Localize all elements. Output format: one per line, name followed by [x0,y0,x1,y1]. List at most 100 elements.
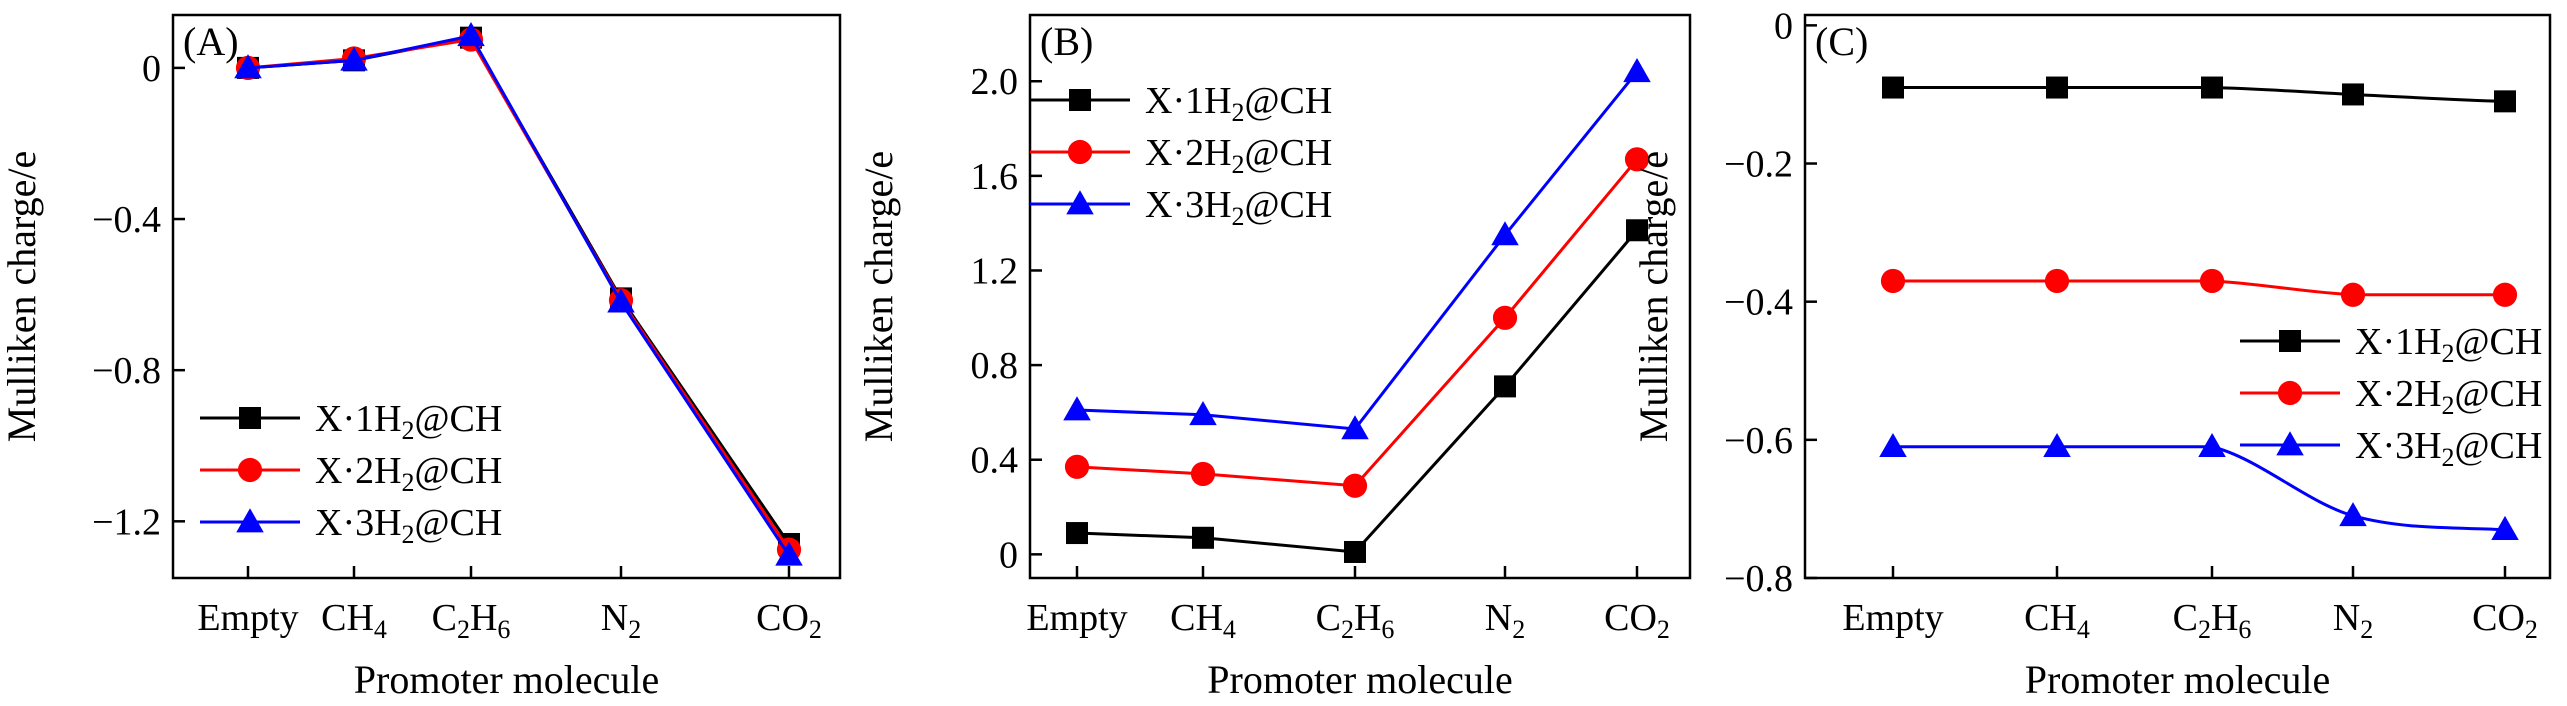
x-tick-base: N [1485,597,1512,639]
legend-marker [1066,190,1094,215]
legend-label-subscript: 2 [1232,150,1245,179]
legend-label-text: @CH [1245,132,1333,174]
x-tick-label: N2 [2333,597,2373,644]
legend-label: X·2H2@CH [2355,373,2542,420]
x-tick-base: Empty [1842,597,1943,639]
legend-label-subscript: 2 [1232,98,1245,127]
data-point [1063,396,1091,421]
series-2 [1064,147,1650,498]
legend-label-text: @CH [415,502,503,544]
data-point [1492,305,1518,330]
panel-label: (A) [183,19,239,64]
y-tick-label: −0.6 [1724,420,1793,462]
x-tick-base: N [2333,597,2360,639]
legend-label-text: @CH [415,450,503,492]
x-tick-subscript: 2 [2525,615,2538,644]
x-tick-base: CH [2024,597,2077,639]
y-axis-title: Mulliken charge/e [0,151,44,442]
legend-marker [2279,330,2301,352]
data-point [1624,147,1650,172]
series-2 [1880,268,2518,307]
x-tick-subscript: 2 [628,615,641,644]
legend-label-text: X·3H [315,502,402,544]
data-point [1066,522,1088,545]
data-point [2340,282,2366,307]
legend-label-text: @CH [415,398,503,440]
x-tick-label: N2 [1485,597,1525,644]
legend-label: X·1H2@CH [315,398,502,445]
data-point [234,54,262,79]
data-point [2201,76,2223,99]
data-point [1879,432,1907,458]
x-tick-base: C [432,597,457,639]
legend-label-text: @CH [2455,373,2543,415]
x-tick-subscript: 2 [809,615,822,644]
y-tick-label: −0.8 [92,350,161,392]
legend-marker [236,508,264,533]
series-1 [1882,76,2516,113]
data-point [1623,58,1651,83]
plot-frame [171,13,842,580]
x-tick-label: C2H6 [2173,597,2252,644]
x-axis-title: Promoter molecule [354,657,659,702]
series-3 [234,22,803,566]
data-point [2494,90,2516,113]
data-point [2198,432,2226,458]
x-tick-label: C2H6 [432,597,511,644]
legend-label: X·2H2@CH [1145,132,1332,179]
data-point [2046,76,2068,99]
data-point [1344,540,1366,563]
x-tick-base: CO [756,597,809,639]
x-tick-label: CH4 [2024,597,2090,644]
data-point [1626,219,1648,242]
data-point [775,541,803,566]
legend: X·1H2@CHX·2H2@CHX·3H2@CH [200,398,502,549]
legend-label-text: X·1H [2355,321,2442,363]
y-tick-label: 0 [1774,5,1793,47]
data-point [457,22,485,47]
x-tick-subscript: 2 [1341,615,1354,644]
legend-label-subscript: 2 [2442,443,2455,472]
x-tick-base: CO [2472,597,2525,639]
series-line [1893,86,2506,103]
x-tick-label: Empty [1842,597,1943,639]
x-tick-subscript: 2 [2198,615,2211,644]
panel-label: (B) [1040,19,1093,64]
legend: X·1H2@CH X·2H2@CH X·3H2@CH [1030,80,1332,231]
panel-label: (C) [1815,19,1868,64]
legend-label: X·3H2@CH [2355,425,2542,472]
legend-marker [1069,89,1091,111]
x-tick-base: C [1316,597,1341,639]
y-tick-label: −0.4 [1724,282,1793,324]
legend-label: X·1H2@CH [2355,321,2542,368]
legend-label-subscript: 2 [402,468,415,497]
x-tick-subscript: 2 [457,615,470,644]
plot-frame [1028,13,1692,580]
x-tick-subscript: 4 [2077,615,2090,644]
x-tick-label: Empty [1026,597,1127,639]
data-point [1064,454,1090,479]
data-point [1882,76,1904,99]
legend-label-subscript: 2 [1232,202,1245,231]
y-tick-label: −0.2 [1724,144,1793,186]
y-tick-label: −1.2 [92,501,161,543]
legend-label: X·3H2@CH [1145,184,1332,231]
legend-label: X·1H2@CH [1145,80,1332,127]
x-tick-label: CO2 [756,597,822,644]
x-axis-title: Promoter molecule [2025,657,2330,702]
legend-label: X·2H2@CH [315,450,502,497]
x-tick-label: Empty [197,597,298,639]
data-point [2044,268,2070,294]
x-tick-label: CO2 [1604,597,1670,644]
legend-label-subscript: 2 [402,520,415,549]
x-tick-subscript: 2 [1512,615,1525,644]
x-axis-title: Promoter molecule [1207,657,1512,702]
data-point [1192,526,1214,549]
x-tick-subscript: 2 [2360,615,2373,644]
data-point [1494,375,1516,398]
y-tick-label: 0.4 [971,440,1019,482]
x-tick-base: Empty [197,597,298,639]
plot-frame [1803,13,2552,580]
